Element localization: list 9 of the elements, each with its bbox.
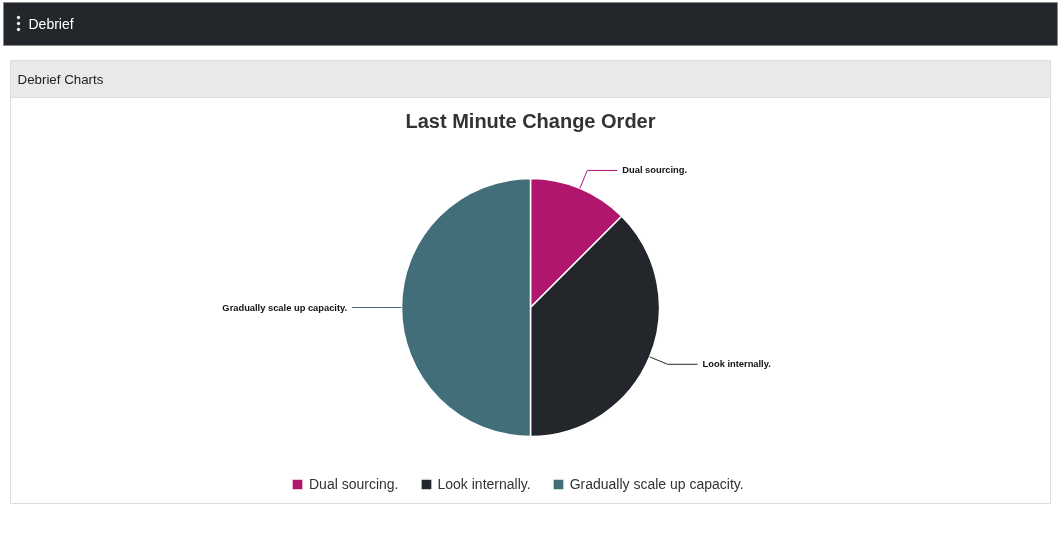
slice-label: Dual sourcing. [622, 165, 688, 176]
text: Debrief Charts [17, 71, 104, 87]
legend-label: Look internally. [437, 476, 531, 492]
slice-label: Gradually scale up capacity. [222, 302, 348, 313]
legend-label: Gradually scale up capacity. [569, 476, 744, 492]
legend-label: Dual sourcing. [309, 476, 399, 492]
chart-title: Last Minute Change Order [405, 109, 656, 132]
text: Debrief [28, 16, 74, 32]
slice-label: Look internally. [702, 359, 771, 370]
